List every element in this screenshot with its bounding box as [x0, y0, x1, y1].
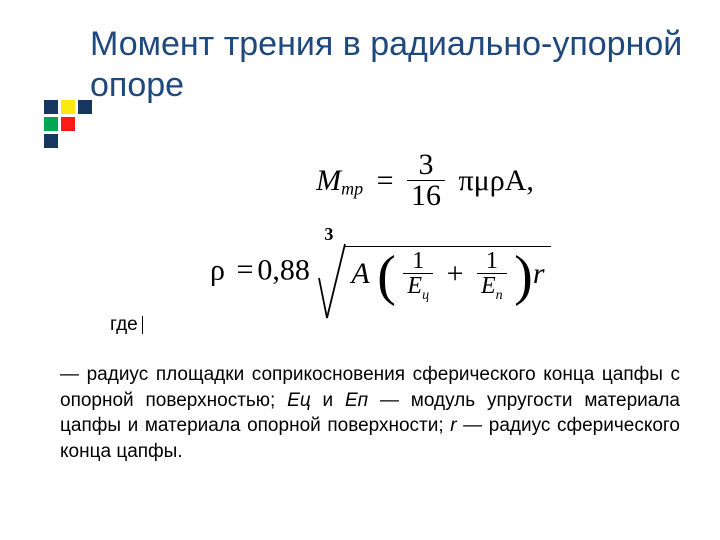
where-label: где: [110, 314, 149, 336]
inv-Ec-E: E: [407, 273, 422, 299]
slide-title: Момент трения в радиально-упорной опоре: [90, 24, 690, 106]
inv-En-top: 1: [477, 249, 507, 274]
slide-content: Mmp = 3 16 πμρA, где ρ =0,88 3: [60, 150, 680, 465]
formula-friction-moment: Mmp = 3 16 πμρA, где ρ =0,88 3: [60, 150, 680, 336]
formula-rho: где ρ =0,88 3 A ( 1 Eц: [90, 236, 680, 336]
rho-var: ρ: [210, 253, 225, 286]
cube-root: 3 A ( 1 Eц + 1 En: [317, 242, 550, 303]
frac-top: 3: [407, 150, 445, 181]
rho-eq: =: [236, 253, 253, 286]
radical-icon: [317, 242, 347, 322]
equals-sign: =: [377, 164, 394, 198]
definition-paragraph: — радиус площадки соприкосновения сферич…: [60, 362, 680, 465]
inv-Ec: 1 Eц: [403, 249, 433, 303]
body-En: Eп: [345, 390, 368, 411]
inv-En-sub: n: [496, 288, 503, 303]
rhs-tail: πμρA,: [459, 164, 534, 198]
where-text: где: [110, 314, 138, 335]
frac-bot: 16: [407, 181, 445, 211]
inv-Ec-top: 1: [403, 249, 433, 274]
lhs-var: M: [316, 164, 341, 198]
fraction-3-16: 3 16: [407, 150, 445, 211]
radicand-A: A: [351, 257, 369, 290]
lhs-sub: mp: [341, 178, 363, 198]
inv-En: 1 En: [477, 249, 507, 303]
inv-Ec-sub: ц: [422, 288, 429, 303]
radicand-r: r: [533, 257, 545, 290]
rho-coeff: 0,88: [257, 253, 310, 286]
plus-sign: +: [447, 257, 464, 290]
slide-bullet-accent: [44, 100, 96, 152]
inv-En-E: E: [481, 273, 496, 299]
body-and: и: [311, 390, 345, 411]
body-Ec: Eц: [287, 390, 311, 411]
